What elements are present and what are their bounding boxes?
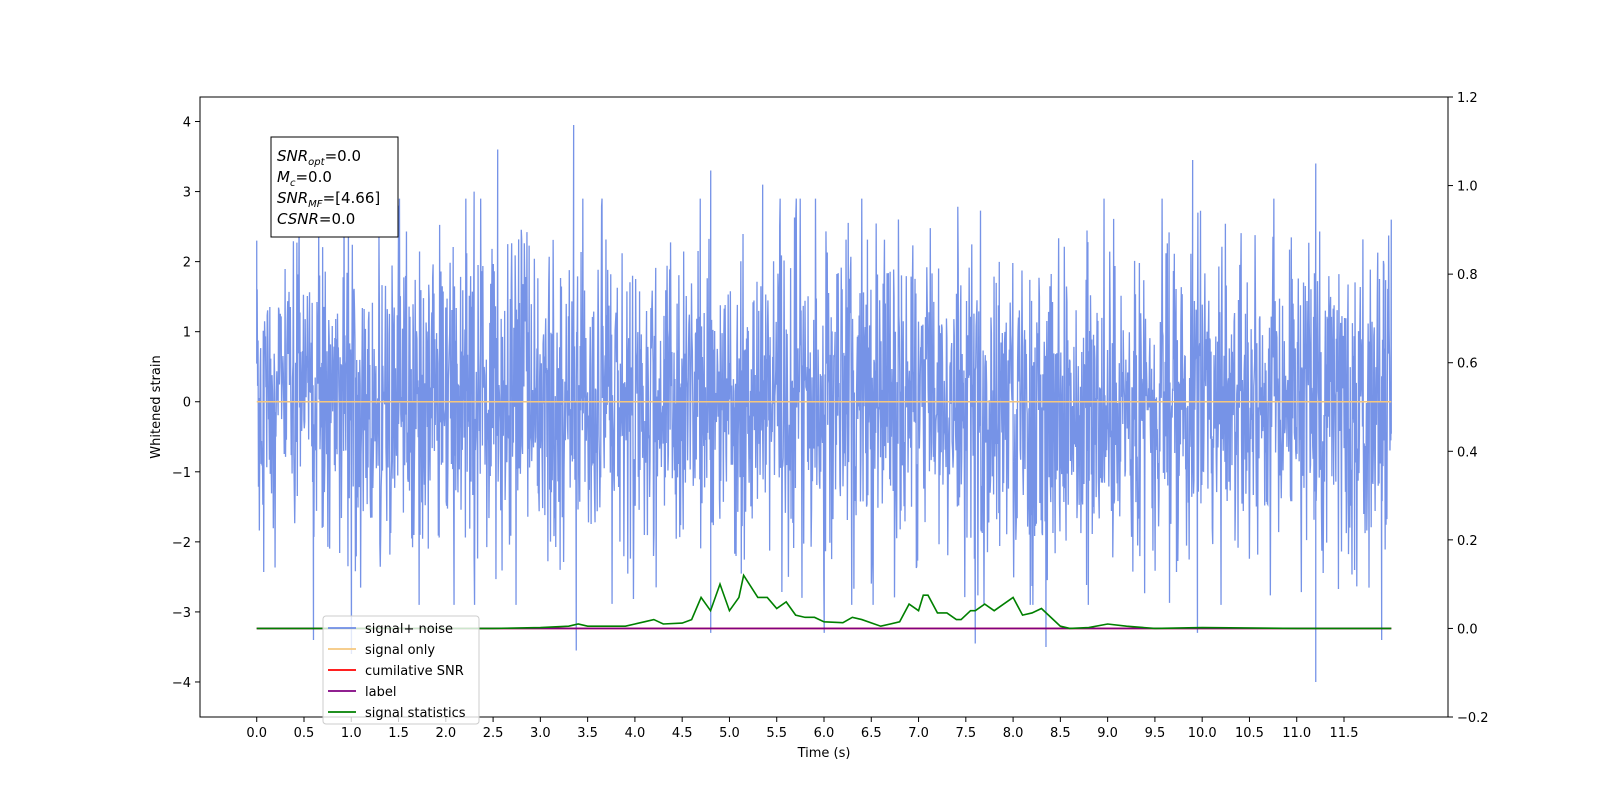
legend-entry: label <box>365 685 396 700</box>
x-tick-label: 7.5 <box>955 726 976 741</box>
y-tick-label: −4 <box>172 676 191 691</box>
y-tick-label: 1 <box>183 326 191 341</box>
x-tick-label: 7.0 <box>908 726 929 741</box>
annotation-line: SNRMF=[4.66] <box>277 189 380 210</box>
y-tick-label: 3 <box>183 186 191 201</box>
y-tick-label: 4 <box>183 116 191 131</box>
legend-entry: cumilative SNR <box>365 664 464 679</box>
x-tick-label: 4.5 <box>672 726 693 741</box>
legend-entry: signal statistics <box>365 706 466 721</box>
x-tick-label: 9.5 <box>1145 726 1166 741</box>
x-tick-label: 0.0 <box>246 726 267 741</box>
x-tick-label: 8.0 <box>1003 726 1024 741</box>
x-tick-label: 11.5 <box>1330 726 1359 741</box>
y2-tick-label: 1.2 <box>1457 91 1478 106</box>
legend-frame <box>322 615 480 725</box>
y-tick-label: 0 <box>183 396 191 411</box>
x-tick-label: 1.0 <box>341 726 362 741</box>
legend-entry: signal+ noise <box>365 622 453 637</box>
x-tick-label: 11.0 <box>1282 726 1311 741</box>
x-tick-label: 5.0 <box>719 726 740 741</box>
x-axis-label: Time (s) <box>797 746 851 761</box>
x-tick-label: 10.5 <box>1235 726 1264 741</box>
y2-tick-label: 1.0 <box>1457 180 1478 195</box>
y-tick-label: −1 <box>172 466 191 481</box>
x-tick-label: 4.0 <box>625 726 646 741</box>
annotation-frame <box>270 136 399 238</box>
x-tick-label: 8.5 <box>1050 726 1071 741</box>
y2-tick-label: 0.8 <box>1457 268 1478 283</box>
y-axis-left: −4 −3 −2 −1 0 1 2 3 4 <box>172 116 200 691</box>
x-tick-label: 1.5 <box>388 726 409 741</box>
y2-tick-label: 0.2 <box>1457 534 1478 549</box>
y-axis-label: Whitened strain <box>149 355 164 458</box>
annotation-line: Mc=0.0 <box>277 168 332 189</box>
y2-tick-label: 0.6 <box>1457 357 1478 372</box>
x-tick-label: 3.0 <box>530 726 551 741</box>
x-axis: 0.0 0.5 1.0 1.5 2.0 2.5 3.0 3.5 4.0 4.5 5.0 5.5 6.0 6… <box>246 717 1358 741</box>
annotation-line: CSNR=0.0 <box>277 210 355 228</box>
x-tick-label: 3.5 <box>577 726 598 741</box>
x-tick-label: 2.0 <box>435 726 456 741</box>
y2-tick-label: 0.0 <box>1457 622 1478 637</box>
series-line-signal-noise <box>256 125 1392 682</box>
x-tick-label: 6.0 <box>814 726 835 741</box>
y2-tick-label: −0.2 <box>1457 711 1489 726</box>
legend: signal+ noise signal only cumilative SNR la… <box>322 615 480 725</box>
y2-tick-label: 0.4 <box>1457 445 1478 460</box>
x-tick-label: 2.5 <box>483 726 504 741</box>
y-tick-label: −3 <box>172 606 191 621</box>
x-tick-label: 5.5 <box>766 726 787 741</box>
legend-entry: signal only <box>365 643 435 658</box>
x-tick-label: 6.5 <box>861 726 882 741</box>
x-tick-label: 10.0 <box>1188 726 1217 741</box>
y-axis-right: −0.2 0.0 0.2 0.4 0.6 0.8 1.0 1.2 <box>1448 91 1489 726</box>
series-line-signal-statistics <box>256 573 1392 630</box>
x-tick-label: 9.0 <box>1097 726 1118 741</box>
annotation-line: SNRopt=0.0 <box>277 147 361 168</box>
y-tick-label: 2 <box>183 256 191 271</box>
x-tick-label: 0.5 <box>294 726 315 741</box>
y-tick-label: −2 <box>172 536 191 551</box>
